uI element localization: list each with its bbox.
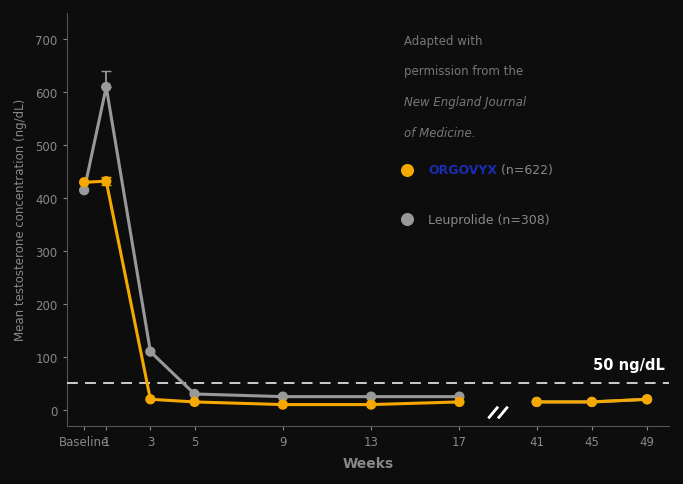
Point bbox=[79, 187, 89, 195]
Point bbox=[145, 395, 156, 403]
Point bbox=[145, 348, 156, 356]
Text: permission from the: permission from the bbox=[404, 65, 523, 78]
Point bbox=[277, 393, 288, 401]
Text: Leuprolide (n=308): Leuprolide (n=308) bbox=[428, 213, 550, 227]
Point bbox=[454, 393, 465, 401]
Point bbox=[365, 393, 376, 401]
Text: of Medicine.: of Medicine. bbox=[404, 127, 475, 140]
Text: (n=622): (n=622) bbox=[497, 164, 553, 177]
Text: Adapted with: Adapted with bbox=[404, 34, 482, 47]
Point bbox=[189, 390, 200, 398]
Point bbox=[587, 398, 598, 406]
Point bbox=[641, 395, 652, 403]
Point bbox=[531, 398, 542, 406]
Point bbox=[101, 84, 112, 91]
X-axis label: Weeks: Weeks bbox=[342, 456, 393, 470]
Text: ORGOVYX: ORGOVYX bbox=[428, 164, 497, 177]
Point bbox=[91, 406, 102, 414]
Point bbox=[587, 398, 598, 406]
Point bbox=[79, 179, 89, 187]
Point bbox=[365, 401, 376, 408]
Point bbox=[454, 398, 465, 406]
Text: 50 ng/dL: 50 ng/dL bbox=[593, 357, 665, 372]
Point bbox=[531, 398, 542, 406]
Point bbox=[101, 178, 112, 186]
Text: New England Journal: New England Journal bbox=[404, 96, 526, 109]
Point bbox=[91, 406, 102, 413]
Point bbox=[641, 395, 652, 403]
Point bbox=[189, 398, 200, 406]
Point bbox=[277, 401, 288, 408]
Y-axis label: Mean testosterone concentration (ng/dL): Mean testosterone concentration (ng/dL) bbox=[14, 99, 27, 341]
